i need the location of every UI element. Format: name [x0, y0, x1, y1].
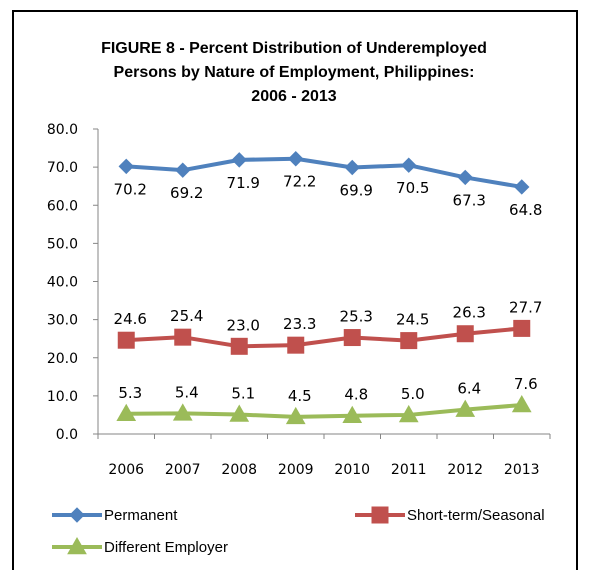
x-tick-label: 2007: [165, 462, 201, 478]
data-label: 67.3: [453, 191, 486, 209]
legend-marker: [69, 507, 85, 523]
data-label: 70.2: [114, 180, 147, 198]
legend-marker: [67, 536, 87, 555]
data-point: [456, 325, 474, 343]
data-point: [116, 403, 137, 422]
x-tick-label: 2012: [447, 462, 483, 478]
data-point: [401, 157, 417, 173]
series-permanent: 70.2 69.2 71.9 72.2 69.9 70.5 67.3 64.8: [114, 151, 542, 219]
legend-item: Permanent: [52, 507, 178, 524]
x-tick-label: 2010: [334, 462, 370, 478]
data-label: 5.1: [231, 385, 255, 403]
chart-frame: [12, 10, 578, 570]
data-label: 4.5: [288, 387, 312, 405]
chart-title-line-1: FIGURE 8 - Percent Distribution of Under…: [101, 40, 487, 57]
data-label: 72.2: [283, 173, 316, 191]
series-line: [126, 326, 522, 349]
legend-item: Short-term/Seasonal: [355, 506, 545, 524]
data-point: [514, 179, 530, 195]
data-label: 4.8: [344, 386, 368, 404]
data-label: 27.7: [509, 298, 542, 316]
chart-title: FIGURE 8 - Percent Distribution of Under…: [58, 37, 530, 109]
y-tick-label: 10.0: [47, 389, 78, 405]
data-point: [174, 328, 192, 346]
data-point: [175, 162, 191, 178]
series-short-term-seasonal: 24.6 25.4 23.0 23.3 25.3 24.5 26.3 27.7: [114, 298, 542, 355]
data-label: 7.6: [514, 375, 538, 393]
data-point: [230, 337, 248, 355]
data-point: [287, 336, 305, 354]
y-tick-label: 20.0: [47, 351, 78, 367]
data-label: 69.9: [340, 182, 373, 200]
data-label: 24.6: [114, 310, 147, 328]
chart-title-line-3: 2006 - 2013: [251, 88, 337, 105]
data-point: [172, 403, 193, 421]
legend-label: Different Employer: [104, 539, 228, 556]
data-point: [344, 159, 360, 176]
y-tick-label: 40.0: [47, 275, 78, 291]
series-line: [126, 156, 523, 189]
data-point: [118, 158, 134, 175]
data-point: [342, 405, 363, 423]
y-tick-label: 30.0: [47, 313, 78, 329]
data-label: 6.4: [457, 380, 481, 398]
data-point: [117, 331, 135, 349]
y-tick-label: 50.0: [47, 236, 78, 252]
x-tick-label: 2008: [221, 462, 257, 478]
legend-label: Short-term/Seasonal: [407, 507, 545, 524]
data-label: 5.3: [118, 384, 142, 402]
data-label: 25.3: [340, 308, 373, 326]
x-tick-label: 2009: [278, 462, 314, 478]
data-point: [513, 319, 531, 337]
x-tick-label: 2013: [504, 462, 540, 478]
data-label: 24.5: [396, 311, 429, 329]
data-point: [288, 151, 304, 167]
data-point: [231, 152, 247, 168]
data-label: 23.0: [227, 316, 260, 334]
data-label: 5.4: [175, 383, 199, 401]
x-tick-label: 2006: [108, 462, 144, 478]
y-tick-label: 60.0: [47, 198, 78, 214]
data-label: 69.2: [170, 184, 203, 202]
data-point: [343, 329, 361, 347]
data-label: 5.0: [401, 385, 425, 403]
y-tick-label: 80.0: [47, 122, 78, 138]
y-tick-label: 70.0: [47, 160, 78, 176]
legend-marker: [371, 506, 389, 524]
data-label: 26.3: [453, 304, 486, 322]
data-label: 25.4: [170, 307, 203, 325]
data-label: 71.9: [227, 174, 260, 192]
data-point: [511, 395, 532, 413]
data-label: 64.8: [509, 201, 542, 219]
data-label: 23.3: [283, 315, 316, 333]
legend-label: Permanent: [104, 507, 178, 524]
data-point: [285, 406, 306, 425]
data-point: [400, 332, 418, 350]
y-tick-label: 0.0: [56, 427, 78, 443]
x-tick-label: 2011: [391, 462, 427, 478]
data-point: [229, 404, 250, 422]
series-line: [126, 403, 522, 419]
legend-item: Different Employer: [52, 536, 228, 556]
chart-title-line-2: Persons by Nature of Employment, Philipp…: [113, 64, 475, 81]
series-different-employer: 5.3 5.4 5.1 4.5 4.8 5.0 6.4 7.6: [116, 375, 538, 425]
data-point: [398, 404, 419, 423]
data-point: [455, 399, 476, 417]
data-label: 70.5: [396, 179, 429, 197]
data-point: [457, 169, 473, 186]
